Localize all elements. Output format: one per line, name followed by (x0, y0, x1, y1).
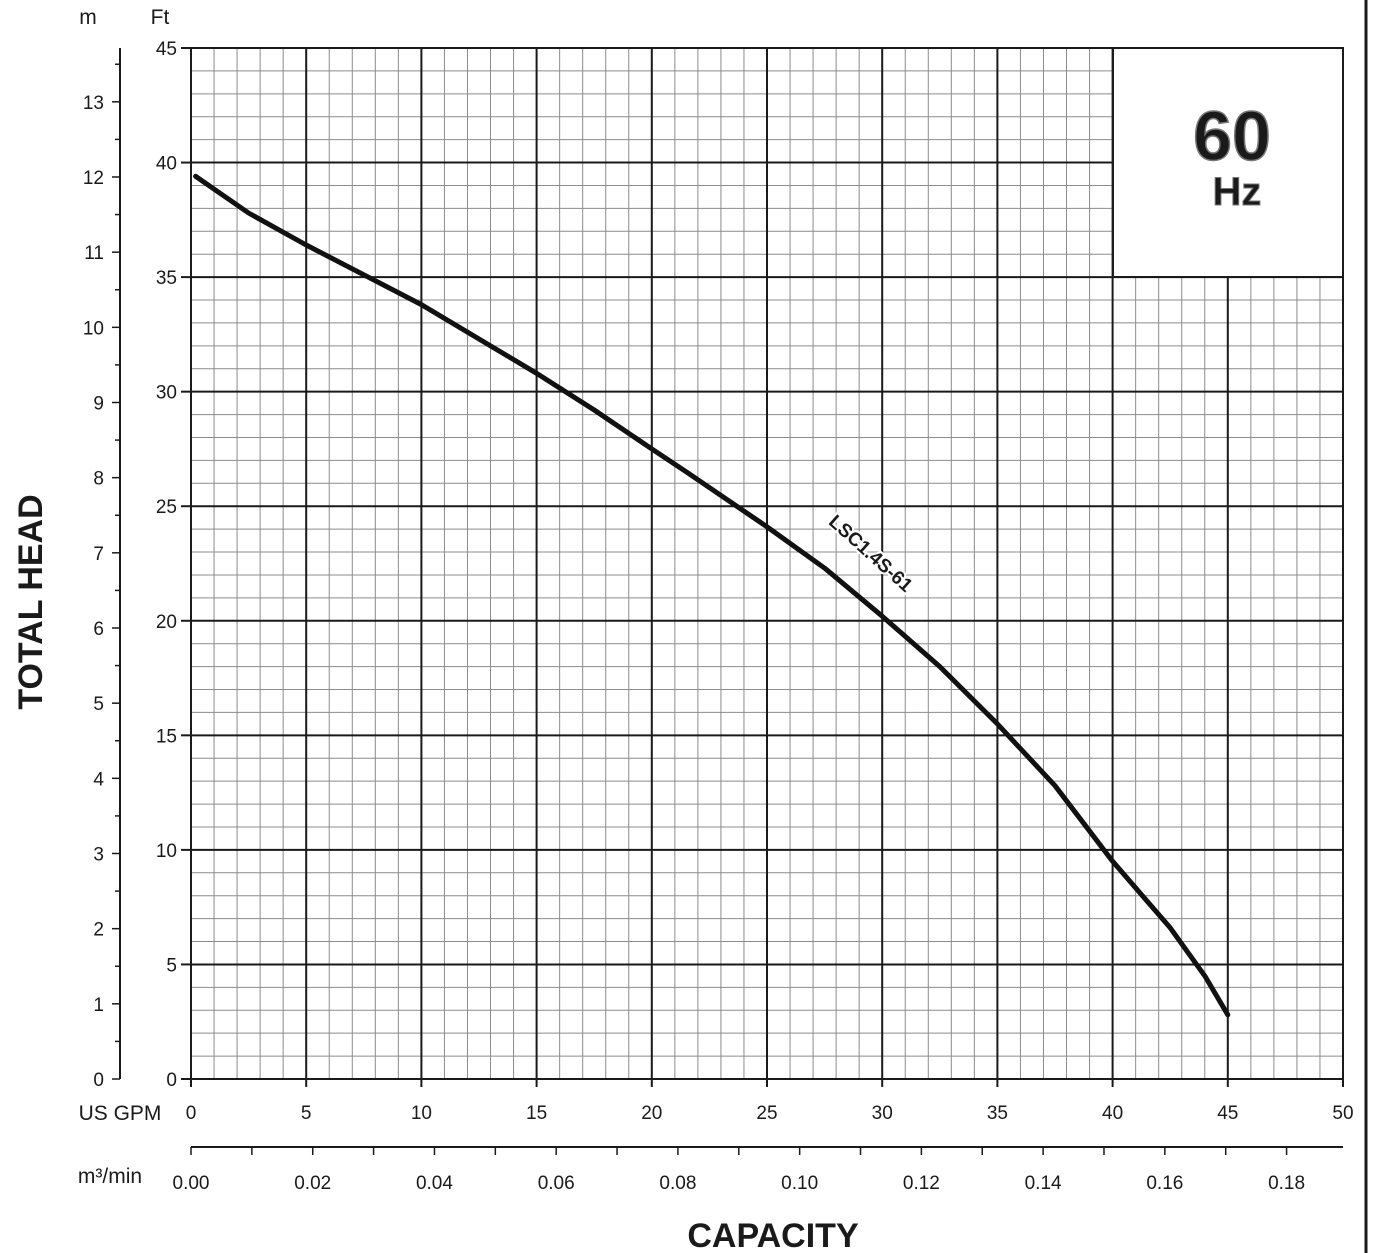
x-axis-gpm-tick-label: 0 (186, 1103, 197, 1124)
y-axis-feet-tick-label: 0 (166, 1070, 177, 1091)
y-axis-meters-tick-label: 10 (83, 318, 104, 339)
x-axis-m3min-tick-label: 0.02 (294, 1173, 331, 1194)
x-axis-m3min-tick-label: 0.12 (903, 1173, 940, 1194)
y-axis-meters-tick-label: 11 (84, 243, 104, 264)
y-axis-feet-tick-label: 45 (156, 39, 177, 60)
series-line (193, 173, 1231, 1018)
x-axis-m3min-tick-label: 0.04 (416, 1173, 453, 1194)
y-axis-meters-tick-label: 6 (93, 619, 104, 640)
x-axis-gpm-tick-label: 5 (301, 1103, 312, 1124)
x-axis-title: CAPACITY (687, 1217, 859, 1253)
x-axis-gpm: 0 5 10 15 20 25 30 35 40 45 50 (186, 1079, 1354, 1124)
y-axis-meters-tick-label: 0 (93, 1070, 104, 1091)
series-layer: LSC1.4S-61 (193, 173, 1231, 1018)
x-axis-gpm-tick-label: 10 (411, 1103, 432, 1124)
y-axis-feet-tick-label: 15 (156, 726, 177, 747)
y-axis-title: TOTAL HEAD (12, 494, 50, 709)
y-axis-feet-tick-label: 30 (156, 383, 177, 404)
x-axis-m3min-tick-label: 0.10 (781, 1173, 818, 1194)
x-axis-gpm-tick-label: 45 (1217, 1103, 1238, 1124)
x-axis-m3min-tick-label: 0.18 (1268, 1173, 1305, 1194)
y-axis-feet-tick-label: 20 (156, 612, 177, 633)
y-axis-meters-tick-label: 5 (93, 694, 104, 715)
x-axis-gpm-tick-label: 15 (526, 1103, 547, 1124)
x-axis-gpm-tick-label: 40 (1102, 1103, 1123, 1124)
y-right-unit: Ft (151, 6, 170, 29)
x-axis-m3min-tick-label: 0.16 (1146, 1173, 1183, 1194)
y-axis-feet: 0 5 10 15 20 25 30 35 40 45 (156, 39, 191, 1091)
y-axis-feet-tick-label: 25 (156, 497, 177, 518)
x-axis-gpm-tick-label: 30 (872, 1103, 893, 1124)
y-axis-meters-tick-label: 13 (83, 93, 104, 114)
x-axis-gpm-tick-label: 25 (756, 1103, 777, 1124)
frequency-value: 60 (1193, 97, 1271, 175)
x-axis-m3min-tick-label: 0.14 (1025, 1173, 1062, 1194)
y-axis-meters-tick-label: 12 (83, 168, 104, 189)
series-label: LSC1.4S-61 (824, 511, 916, 597)
x-axis-m3min-tick-label: 0.00 (173, 1173, 210, 1194)
x-primary-unit: US GPM (79, 1102, 162, 1125)
y-axis-meters-tick-label: 8 (93, 469, 104, 490)
y-axis-feet-tick-label: 5 (166, 955, 177, 976)
x-axis-gpm-tick-label: 50 (1332, 1103, 1353, 1124)
y-axis-feet-tick-label: 40 (156, 154, 177, 175)
y-axis-meters-tick-label: 3 (93, 844, 104, 865)
y-axis-meters-tick-label: 4 (93, 769, 104, 790)
x-secondary-unit: m³/min (78, 1165, 142, 1188)
frequency-badge: 60 Hz (1112, 47, 1344, 278)
y-axis-meters-tick-label: 9 (93, 393, 104, 414)
x-axis-m3min-tick-label: 0.08 (659, 1173, 696, 1194)
y-left-unit: m (79, 6, 97, 29)
y-axis-feet-tick-label: 10 (156, 841, 177, 862)
x-axis-m3min-tick-label: 0.06 (538, 1173, 575, 1194)
x-axis-gpm-tick-label: 20 (641, 1103, 662, 1124)
x-axis-gpm-tick-label: 35 (987, 1103, 1008, 1124)
frequency-unit: Hz (1213, 170, 1262, 214)
y-axis-meters-tick-label: 2 (93, 920, 104, 941)
y-axis-meters-tick-label: 7 (93, 544, 104, 565)
x-axis-m3min: 0.00 0.02 0.04 0.06 0.08 0.10 0.12 0.14 0.16 0.18 (173, 1146, 1343, 1194)
y-axis-meters-tick-label: 1 (93, 995, 104, 1016)
y-axis-feet-tick-label: 35 (156, 268, 177, 289)
